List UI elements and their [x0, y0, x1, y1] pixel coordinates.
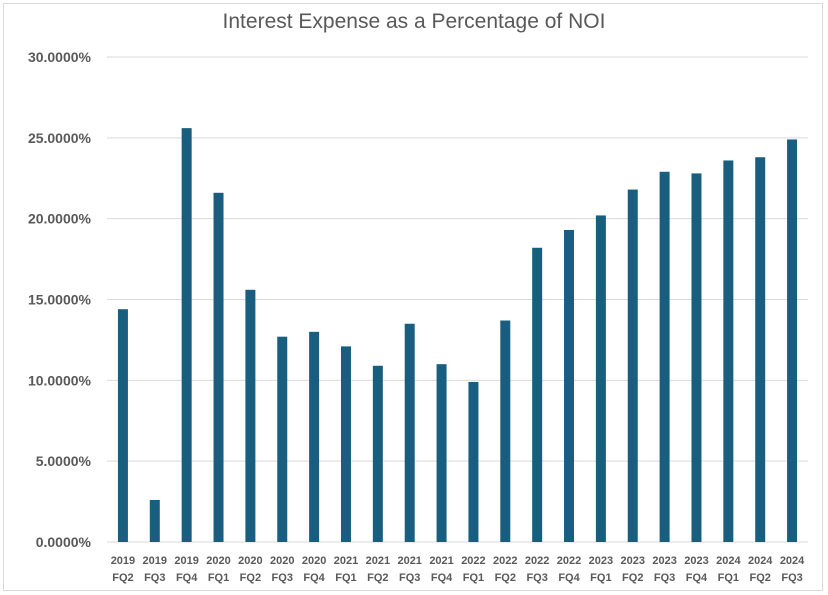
x-tick-label-year: 2023 — [652, 555, 676, 567]
x-axis-ticks: 2019 FQ2 2019 FQ3 2019 FQ4 2020 FQ1 2020 FQ2 2020 F… — [111, 555, 805, 584]
x-tick-label-year: 2024 — [716, 555, 741, 567]
x-tick-label-year: 2021 — [334, 555, 358, 567]
x-tick-label-quarter: FQ4 — [431, 572, 453, 584]
x-tick-label-year: 2020 — [302, 555, 326, 567]
bar — [340, 346, 351, 542]
bar — [627, 189, 638, 543]
x-tick-label-year: 2020 — [206, 555, 230, 567]
x-tick-label-quarter: FQ3 — [144, 572, 165, 584]
bars — [117, 128, 798, 543]
x-tick-label-quarter: FQ1 — [463, 572, 484, 584]
y-tick-label: 15.0000% — [28, 292, 92, 308]
y-tick-label: 30.0000% — [28, 49, 92, 65]
gridlines — [107, 56, 808, 543]
bar — [213, 192, 224, 543]
x-tick-label-year: 2024 — [748, 555, 773, 567]
bar — [723, 160, 734, 542]
bar — [659, 171, 670, 543]
bar — [468, 381, 479, 542]
x-tick-label-quarter: FQ4 — [686, 572, 708, 584]
x-tick-label-quarter: FQ2 — [622, 572, 643, 584]
bar — [532, 247, 543, 542]
chart-title: Interest Expense as a Percentage of NOI — [222, 10, 606, 33]
bar — [436, 364, 447, 542]
x-tick-label-quarter: FQ4 — [558, 572, 580, 584]
x-tick-label-quarter: FQ1 — [590, 572, 611, 584]
x-tick-label-year: 2021 — [429, 555, 453, 567]
x-tick-label-quarter: FQ2 — [495, 572, 516, 584]
x-tick-label-year: 2022 — [461, 555, 485, 567]
x-tick-label-year: 2019 — [174, 555, 198, 567]
x-tick-label-year: 2023 — [621, 555, 645, 567]
x-tick-label-year: 2019 — [143, 555, 167, 567]
bar — [404, 323, 415, 542]
x-tick-label-quarter: FQ3 — [526, 572, 547, 584]
bar — [181, 128, 192, 542]
bar — [309, 331, 320, 542]
x-tick-label-quarter: FQ2 — [112, 572, 133, 584]
y-axis-ticks: 0.0000% 5.0000% 10.0000% 15.0000% 20.0000% 25… — [28, 49, 92, 550]
x-tick-label-year: 2024 — [780, 555, 805, 567]
x-tick-label-year: 2023 — [589, 555, 613, 567]
x-tick-label-quarter: FQ4 — [176, 572, 198, 584]
bar — [117, 309, 128, 542]
bar — [500, 320, 511, 542]
bar — [691, 173, 702, 542]
y-tick-label: 20.0000% — [28, 211, 92, 227]
bar — [372, 365, 383, 542]
x-tick-label-year: 2019 — [111, 555, 135, 567]
x-tick-label-quarter: FQ1 — [335, 572, 356, 584]
x-tick-label-quarter: FQ2 — [367, 572, 388, 584]
x-tick-label-year: 2021 — [397, 555, 421, 567]
x-tick-label-year: 2022 — [493, 555, 517, 567]
bar — [787, 139, 798, 542]
x-tick-label-quarter: FQ3 — [399, 572, 420, 584]
x-tick-label-quarter: FQ3 — [654, 572, 675, 584]
x-tick-label-year: 2020 — [270, 555, 294, 567]
y-tick-label: 10.0000% — [28, 372, 92, 388]
y-tick-label: 0.0000% — [36, 534, 92, 550]
x-tick-label-year: 2022 — [525, 555, 549, 567]
bar — [755, 157, 766, 542]
x-tick-label-quarter: FQ3 — [781, 572, 802, 584]
x-tick-label-quarter: FQ3 — [272, 572, 293, 584]
x-tick-label-quarter: FQ2 — [750, 572, 771, 584]
x-tick-label-year: 2023 — [684, 555, 708, 567]
x-tick-label-quarter: FQ4 — [303, 572, 325, 584]
y-tick-label: 25.0000% — [28, 130, 92, 146]
bar — [149, 499, 160, 542]
y-tick-label: 5.0000% — [36, 453, 92, 469]
bar — [277, 336, 288, 542]
x-tick-label-quarter: FQ1 — [208, 572, 229, 584]
x-tick-label-year: 2021 — [366, 555, 390, 567]
x-tick-label-year: 2020 — [238, 555, 262, 567]
bar — [595, 215, 606, 542]
bar — [245, 289, 256, 542]
x-tick-label-quarter: FQ2 — [240, 572, 261, 584]
x-tick-label-quarter: FQ1 — [718, 572, 739, 584]
bar — [564, 229, 575, 542]
x-tick-label-year: 2022 — [557, 555, 581, 567]
